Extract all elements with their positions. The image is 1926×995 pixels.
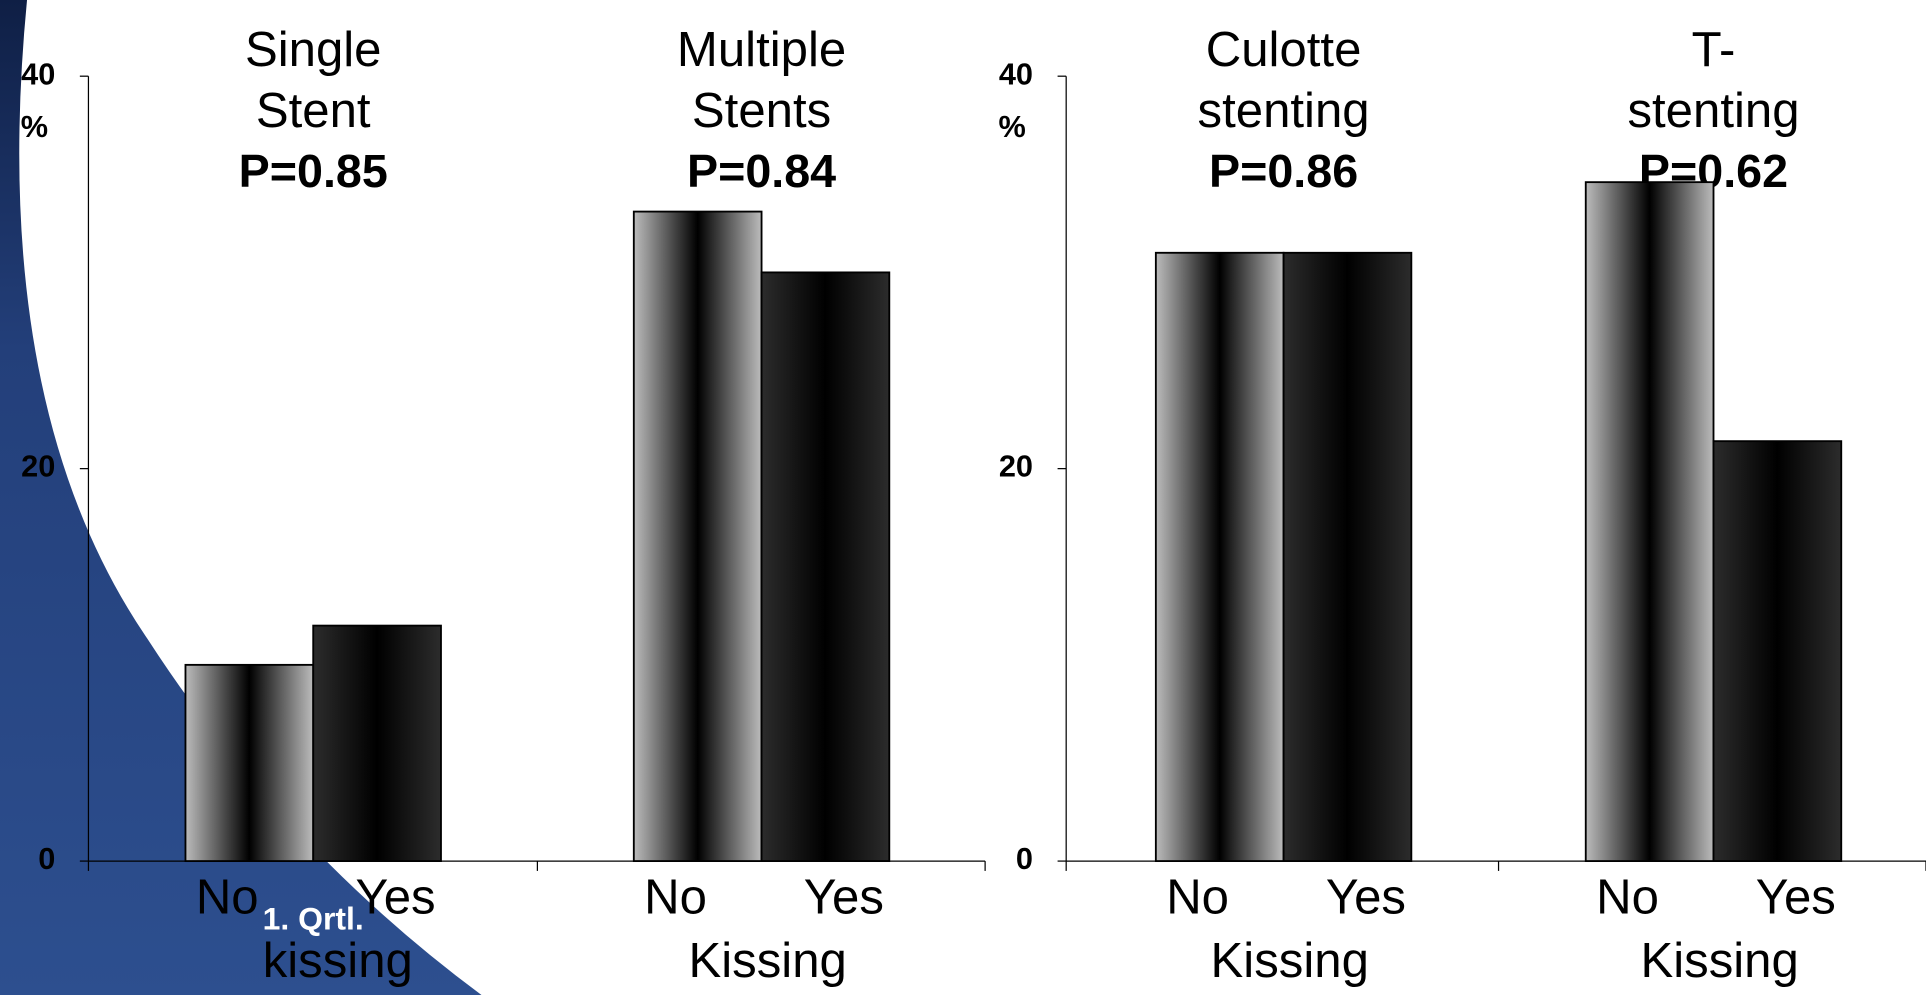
x-tick-label: Yes [1326,870,1406,924]
y-tick-label: 40 [999,56,1033,91]
x-tick-label: Yes [1756,870,1836,924]
overlay-text: 1. Qrtl. [263,901,364,937]
x-axis-label: Kissing [1211,934,1369,988]
group-title: T- [1692,23,1736,77]
y-tick-label: 0 [1016,841,1033,876]
x-tick-label: No [644,870,707,924]
p-value: P=0.86 [1209,145,1358,197]
bar [184,663,315,863]
x-tick-label: No [196,870,259,924]
x-tick-label: Yes [355,870,435,924]
group-title: Single [245,23,382,77]
group-title: Stents [692,84,831,138]
group-title: Culotte [1206,23,1362,77]
x-tick-label: Yes [804,870,884,924]
group-title: stenting [1627,84,1799,138]
y-tick-label: 20 [21,449,55,484]
bar [760,271,891,863]
x-tick-label: No [1596,870,1659,924]
y-axis-label: % [998,109,1025,144]
bar [632,210,763,863]
x-tick-label: No [1166,870,1229,924]
y-tick-label: 0 [38,841,55,876]
background-shape [0,0,482,995]
bar [312,624,442,863]
y-axis-label: % [21,109,48,144]
bar [1154,251,1285,863]
bar [1282,251,1413,863]
x-axis-label: Kissing [1640,934,1798,988]
x-axis-label: kissing [263,934,413,988]
bar [1584,181,1715,863]
p-value: P=0.85 [239,145,388,197]
group-title: Stent [256,84,371,138]
x-axis-label: Kissing [689,934,847,988]
p-value: P=0.84 [687,145,836,197]
y-tick-label: 20 [999,449,1033,484]
group-title: stenting [1198,84,1370,138]
group-title: Multiple [677,23,846,77]
bar [1712,440,1843,863]
y-tick-label: 40 [21,56,55,91]
